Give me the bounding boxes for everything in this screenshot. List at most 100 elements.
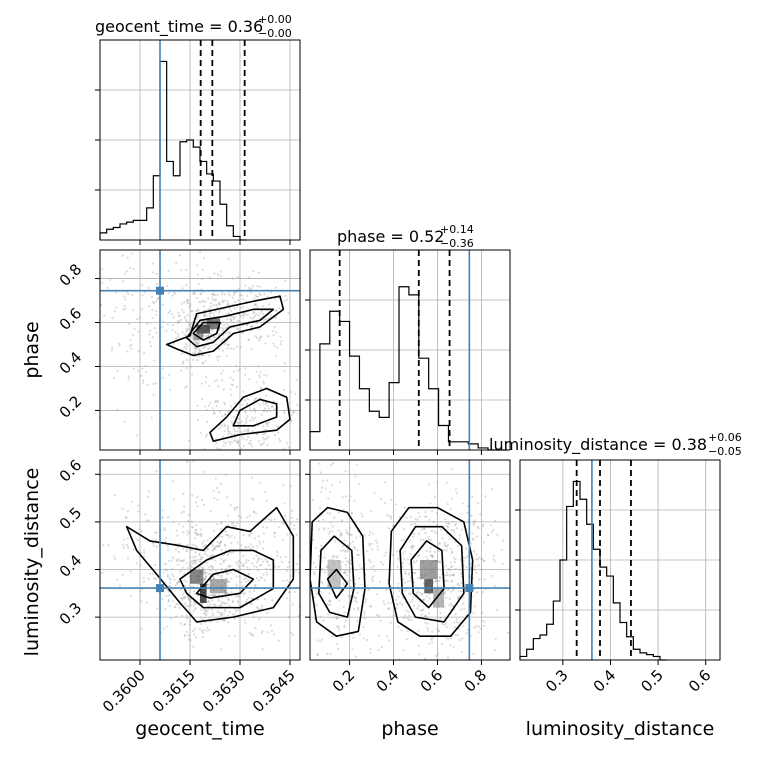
scatter-point — [463, 607, 466, 610]
scatter-point — [295, 378, 298, 381]
scatter-point — [137, 510, 140, 513]
scatter-point — [209, 569, 212, 572]
scatter-point — [233, 634, 236, 638]
y-tick-label-luminosity_distance-2: 0.5 — [56, 504, 86, 534]
scatter-point — [201, 566, 205, 569]
scatter-point — [249, 547, 252, 550]
scatter-point — [155, 470, 158, 473]
scatter-point — [127, 375, 131, 378]
scatter-point — [336, 616, 340, 619]
scatter-point — [364, 664, 366, 666]
scatter-point — [242, 564, 245, 568]
scatter-point — [426, 626, 429, 630]
scatter-point — [174, 584, 177, 587]
scatter-point — [161, 303, 165, 306]
scatter-point — [273, 434, 277, 437]
scatter-point — [420, 528, 423, 531]
scatter-point — [292, 410, 296, 413]
scatter-point — [184, 386, 187, 389]
ylabel-luminosity-distance: luminosity_distance — [21, 468, 43, 657]
scatter-point — [137, 350, 140, 353]
scatter-point — [161, 367, 164, 370]
scatter-point — [475, 535, 478, 538]
scatter-point — [323, 528, 326, 531]
scatter-point — [216, 498, 219, 501]
scatter-point — [414, 676, 416, 678]
scatter-point — [179, 318, 183, 321]
scatter-point — [479, 627, 482, 630]
scatter-point — [344, 620, 347, 623]
scatter-point — [223, 429, 226, 432]
scatter-point — [155, 300, 158, 303]
scatter-point — [346, 532, 350, 535]
scatter-point — [457, 583, 460, 586]
scatter-point — [248, 450, 250, 452]
scatter-point — [249, 442, 252, 446]
scatter-point — [142, 379, 145, 382]
scatter-point — [402, 578, 405, 581]
scatter-point — [165, 329, 168, 332]
scatter-point — [221, 554, 224, 557]
scatter-point — [155, 545, 158, 548]
scatter-point — [215, 545, 218, 548]
scatter-point — [263, 293, 266, 296]
scatter-point — [167, 600, 170, 603]
scatter-point — [336, 624, 339, 628]
scatter-point — [254, 335, 257, 338]
scatter-point — [348, 595, 352, 598]
scatter-point — [206, 626, 209, 629]
scatter-point — [438, 579, 441, 582]
scatter-point — [211, 565, 214, 568]
scatter-point — [186, 320, 189, 323]
scatter-point — [431, 555, 434, 558]
scatter-point — [136, 504, 140, 507]
scatter-point — [454, 558, 457, 561]
scatter-point — [125, 516, 128, 520]
scatter-point — [229, 571, 232, 574]
scatter-point — [81, 365, 83, 367]
scatter-point — [137, 369, 140, 373]
scatter-point — [264, 394, 268, 397]
scatter-point — [447, 567, 450, 570]
scatter-point — [200, 608, 203, 611]
scatter-point — [207, 583, 210, 586]
scatter-point — [126, 537, 129, 540]
scatter-point — [206, 583, 209, 586]
scatter-point — [258, 542, 261, 545]
scatter-point — [379, 497, 383, 501]
scatter-point — [257, 453, 259, 455]
x-tick-label-geocent_time-0: 0.3600 — [99, 666, 149, 716]
scatter-point — [214, 437, 217, 441]
scatter-point — [251, 612, 255, 616]
scatter-point — [172, 521, 175, 524]
scatter-point — [207, 297, 210, 300]
scatter-point — [353, 595, 356, 599]
scatter-point — [401, 565, 404, 568]
scatter-point — [222, 301, 225, 304]
scatter-point — [454, 613, 457, 616]
scatter-point — [227, 621, 230, 624]
contour-line-1 — [317, 535, 355, 618]
scatter-point — [434, 531, 438, 535]
scatter-point — [339, 588, 342, 591]
scatter-point — [327, 497, 330, 500]
scatter-point — [362, 637, 365, 640]
scatter-point — [302, 620, 304, 622]
scatter-point — [215, 545, 219, 548]
scatter-point — [236, 521, 239, 525]
contour-line-0 — [165, 295, 285, 357]
scatter-point — [152, 301, 155, 305]
scatter-point — [420, 613, 423, 616]
scatter-point — [204, 405, 207, 408]
scatter-point — [254, 294, 257, 297]
scatter-point — [245, 421, 248, 424]
scatter-point — [410, 618, 413, 622]
scatter-point — [253, 589, 256, 593]
scatter-point — [354, 582, 357, 585]
scatter-point — [406, 629, 409, 633]
scatter-point — [226, 580, 229, 583]
scatter-point — [172, 316, 175, 319]
scatter-point — [212, 553, 215, 556]
scatter-point — [460, 608, 463, 611]
scatter-point — [428, 642, 431, 645]
